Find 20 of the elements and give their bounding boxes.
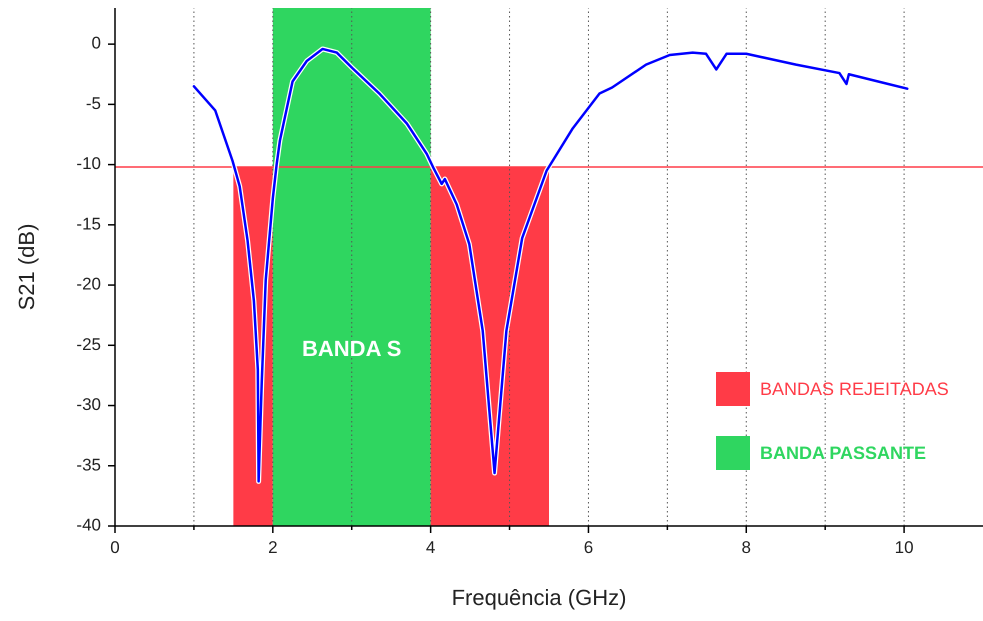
x-tick-label: 0 — [110, 538, 120, 557]
y-tick-label: -15 — [76, 214, 101, 234]
y-tick-label: -25 — [76, 334, 101, 354]
x-tick-label: 4 — [426, 538, 436, 557]
y-tick-label: -35 — [76, 455, 101, 474]
annotation: BANDA S — [302, 336, 402, 361]
x-tick-label: 10 — [894, 538, 914, 557]
x-tick-label: 6 — [584, 538, 594, 557]
y-tick-label: 0 — [92, 34, 101, 53]
x-tick-label: 2 — [268, 538, 278, 557]
y-tick-label: -5 — [86, 94, 101, 113]
y-tick-label: -40 — [76, 515, 101, 534]
y-tick-label: -30 — [76, 395, 101, 414]
x-tick-label: 8 — [742, 538, 752, 557]
y-tick-label: -10 — [76, 154, 101, 174]
band-label: BANDAS REJEITADAS — [760, 378, 949, 399]
band-label: BANDA PASSANTE — [760, 442, 926, 463]
y-tick-label: -20 — [76, 274, 101, 294]
x-axis-title: Frequência (GHz) — [452, 585, 626, 610]
y-axis-title: S21 (dB) — [14, 224, 39, 310]
